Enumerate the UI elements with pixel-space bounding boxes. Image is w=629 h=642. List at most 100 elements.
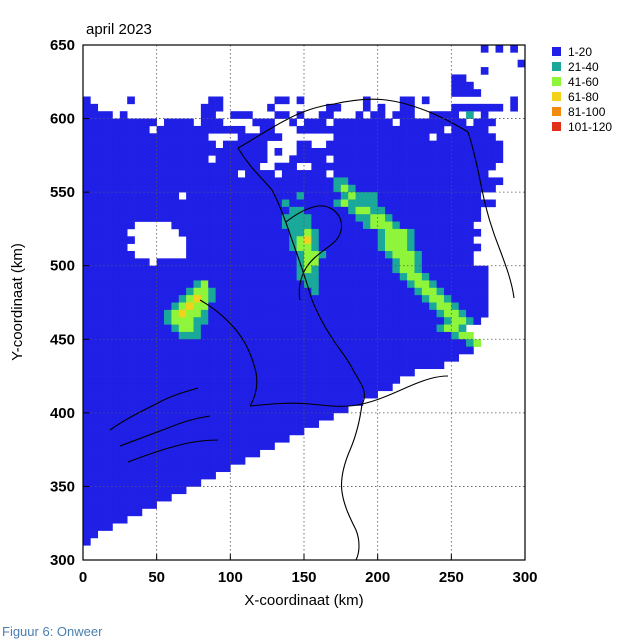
heatmap-cell (186, 148, 194, 156)
heatmap-cell (164, 442, 172, 450)
heatmap-cell (318, 273, 327, 281)
heatmap-cell (451, 258, 459, 267)
heatmap-cell (436, 273, 445, 281)
heatmap-cell (230, 155, 238, 164)
heatmap-cell (105, 434, 113, 443)
heatmap-cell (407, 170, 415, 178)
heatmap-cell (156, 206, 165, 215)
heatmap-cell (377, 258, 386, 267)
heatmap-cell (127, 346, 135, 355)
heatmap-cell (473, 214, 482, 222)
legend-swatch (552, 62, 561, 71)
heatmap-cell (304, 199, 312, 208)
heatmap-cell (156, 354, 165, 362)
heatmap-cell (127, 493, 135, 502)
heatmap-cell (421, 177, 430, 186)
heatmap-cell (149, 184, 157, 193)
heatmap-cell (289, 390, 297, 399)
heatmap-cell (200, 251, 209, 259)
heatmap-cell (421, 339, 430, 347)
heatmap-cell (458, 177, 467, 186)
heatmap-cell (466, 214, 474, 222)
heatmap-cell (186, 339, 194, 347)
heatmap-cell (90, 471, 99, 480)
heatmap-cell (149, 427, 157, 436)
heatmap-cell (281, 302, 290, 311)
heatmap-cell (156, 486, 165, 495)
heatmap-cell (237, 236, 246, 244)
heatmap-cell (370, 295, 378, 303)
heatmap-cell (149, 457, 157, 465)
heatmap-cell (370, 228, 378, 237)
heatmap-cell (127, 162, 135, 171)
heatmap-cell (186, 361, 194, 370)
heatmap-cell (186, 258, 194, 267)
heatmap-cell (355, 162, 364, 171)
heatmap-cell (193, 265, 202, 274)
heatmap-cell (392, 184, 401, 193)
heatmap-cell (237, 398, 246, 406)
heatmap-cell (259, 368, 268, 377)
heatmap-cell (399, 214, 408, 222)
heatmap-cell (156, 309, 165, 318)
heatmap-cell (473, 228, 482, 237)
heatmap-cell (333, 228, 342, 237)
heatmap-cell (333, 170, 342, 178)
heatmap-cell (480, 309, 489, 318)
heatmap-cell (259, 258, 268, 267)
heatmap-cell (340, 206, 349, 215)
heatmap-cell (421, 309, 430, 318)
heatmap-cell (97, 523, 106, 531)
heatmap-cell (414, 280, 423, 289)
heatmap-cell (399, 287, 408, 296)
heatmap-cell (112, 368, 121, 377)
heatmap-cell (90, 420, 99, 428)
heatmap-cell (355, 273, 364, 281)
heatmap-cell (141, 398, 150, 406)
heatmap-cell (186, 280, 194, 289)
heatmap-cell (156, 390, 165, 399)
heatmap-cell (149, 118, 157, 127)
heatmap-cell (274, 221, 283, 230)
heatmap-cell (281, 317, 290, 325)
heatmap-cell (259, 287, 268, 296)
heatmap-cell (466, 280, 474, 289)
heatmap-cell (407, 236, 415, 244)
heatmap-cell (193, 449, 202, 458)
heatmap-cell (97, 412, 106, 421)
heatmap-cell (83, 243, 91, 252)
x-tick-label: 50 (148, 569, 165, 586)
heatmap-cell (267, 412, 275, 421)
heatmap-cell (259, 170, 268, 178)
heatmap-cell (149, 331, 157, 340)
heatmap-cell (458, 192, 467, 200)
heatmap-cell (259, 427, 268, 436)
heatmap-cell (289, 170, 297, 178)
heatmap-cell (237, 192, 246, 200)
heatmap-cell (119, 125, 128, 134)
heatmap-cell (90, 251, 99, 259)
heatmap-cell (230, 317, 238, 325)
heatmap-cell (119, 442, 128, 450)
heatmap-cell (296, 258, 305, 267)
heatmap-cell (473, 184, 482, 193)
heatmap-cell (112, 405, 121, 414)
heatmap-cell (208, 118, 216, 127)
heatmap-cell (200, 376, 209, 384)
heatmap-cell (466, 339, 474, 347)
heatmap-cell (304, 331, 312, 340)
heatmap-cell (362, 192, 371, 200)
heatmap-cell (230, 442, 238, 450)
heatmap-cell (134, 118, 143, 127)
heatmap-cell (421, 280, 430, 289)
heatmap-cell (326, 214, 334, 222)
heatmap-cell (141, 427, 150, 436)
heatmap-cell (193, 287, 202, 296)
heatmap-cell (392, 221, 401, 230)
x-tick-label: 200 (365, 569, 390, 586)
heatmap-cell (348, 383, 356, 392)
heatmap-cell (222, 206, 231, 215)
heatmap-cell (385, 170, 393, 178)
heatmap-cell (466, 148, 474, 156)
heatmap-cell (362, 236, 371, 244)
